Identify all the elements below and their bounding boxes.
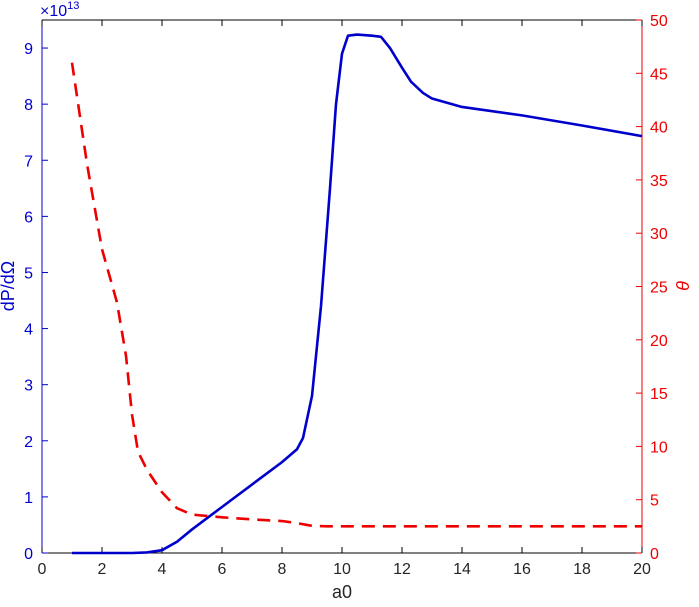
- series-group: [70, 33, 643, 555]
- x-tick-label: 18: [573, 561, 591, 578]
- y-right-tick-label: 25: [650, 280, 668, 297]
- series-line-dp-domega: [72, 33, 643, 555]
- x-tick-label: 12: [393, 561, 411, 578]
- y-right-tick-label: 10: [650, 439, 668, 456]
- y-left-tick-label: 0: [24, 546, 33, 563]
- x-tick-label: 14: [453, 561, 471, 578]
- y-left-tick-label: 6: [24, 209, 33, 226]
- y-right-axis-ticks: 0 5 10 15 20 25 30 35 40 45 50: [636, 13, 668, 563]
- x-tick-label: 4: [158, 561, 167, 578]
- x-tick-label: 8: [278, 561, 287, 578]
- y-left-tick-label: 5: [24, 265, 33, 282]
- series-line-theta: [70, 62, 642, 528]
- y-left-axis-title: dP/dΩ: [0, 261, 18, 311]
- x-tick-label: 2: [98, 561, 107, 578]
- x-tick-label: 6: [218, 561, 227, 578]
- y-left-tick-label: 3: [24, 378, 33, 395]
- y-right-tick-label: 15: [650, 386, 668, 403]
- y-left-tick-label: 8: [24, 97, 33, 114]
- y-left-tick-label: 2: [24, 434, 33, 451]
- y-right-tick-label: 0: [650, 546, 659, 563]
- y-right-tick-label: 50: [650, 13, 668, 30]
- x-tick-label: 16: [513, 561, 531, 578]
- x-tick-label: 20: [633, 561, 651, 578]
- y-left-tick-label: 4: [24, 322, 33, 339]
- y-left-exponent: ×1013: [40, 0, 79, 20]
- y-right-tick-label: 20: [650, 333, 668, 350]
- y-right-tick-label: 45: [650, 66, 668, 83]
- y-right-tick-label: 40: [650, 120, 668, 137]
- x-axis-title: a0: [332, 582, 352, 602]
- x-axis-ticks: 0 2 4 6 8 10 12 14 16 18 20: [38, 20, 651, 578]
- plot-area: [42, 20, 642, 553]
- y-right-tick-label: 30: [650, 226, 668, 243]
- y-left-exponent-power: 13: [67, 0, 79, 12]
- y-right-axis-title: θ: [673, 281, 693, 291]
- y-left-tick-label: 1: [24, 490, 33, 507]
- y-left-tick-label: 9: [24, 41, 33, 58]
- y-right-tick-label: 5: [650, 493, 659, 510]
- y-right-tick-label: 35: [650, 173, 668, 190]
- x-tick-label: 10: [333, 561, 351, 578]
- y-left-axis-ticks: 0 1 2 3 4 5 6 7 8 9: [24, 41, 48, 563]
- y-left-exponent-base: ×10: [40, 3, 67, 20]
- y-left-tick-label: 7: [24, 153, 33, 170]
- x-tick-label: 0: [38, 561, 47, 578]
